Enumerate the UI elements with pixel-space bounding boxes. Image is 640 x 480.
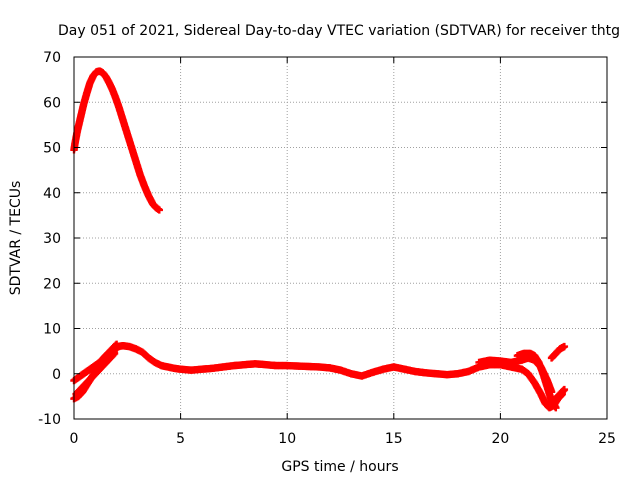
y-tick-label: 60 — [43, 95, 61, 111]
x-tick-label: 20 — [491, 431, 509, 447]
x-tick-label: 15 — [385, 431, 403, 447]
grid-lines — [74, 57, 607, 419]
x-tick-label: 5 — [176, 431, 185, 447]
axis-ticks: 0 5 10 15 20 25 -10 0 10 20 30 40 50 60 70 — [38, 50, 616, 447]
x-axis-label: GPS time / hours — [281, 459, 398, 475]
data-point — [560, 385, 569, 394]
y-tick-label: 70 — [43, 50, 61, 66]
series-late-branch-d — [550, 385, 569, 405]
x-tick-label: 25 — [598, 431, 616, 447]
data-point — [560, 342, 569, 351]
x-tick-label: 10 — [278, 431, 296, 447]
y-tick-label: 40 — [43, 186, 61, 202]
y-axis-label: SDTVAR / TECUs — [8, 181, 24, 296]
x-tick-label: 0 — [70, 431, 79, 447]
y-tick-label: 30 — [43, 231, 61, 247]
y-tick-label: 10 — [43, 322, 61, 338]
series-late-branch-c — [547, 342, 569, 362]
y-tick-label: 50 — [43, 141, 61, 157]
y-tick-label: -10 — [38, 412, 61, 428]
y-tick-label: 20 — [43, 276, 61, 292]
data-marks — [70, 67, 569, 412]
data-point — [110, 349, 119, 358]
series-lower-branch-end — [72, 349, 119, 398]
chart-title: Day 051 of 2021, Sidereal Day-to-day VTE… — [58, 23, 620, 39]
data-point — [552, 403, 560, 412]
y-tick-label: 0 — [52, 367, 61, 383]
data-point — [155, 206, 163, 214]
